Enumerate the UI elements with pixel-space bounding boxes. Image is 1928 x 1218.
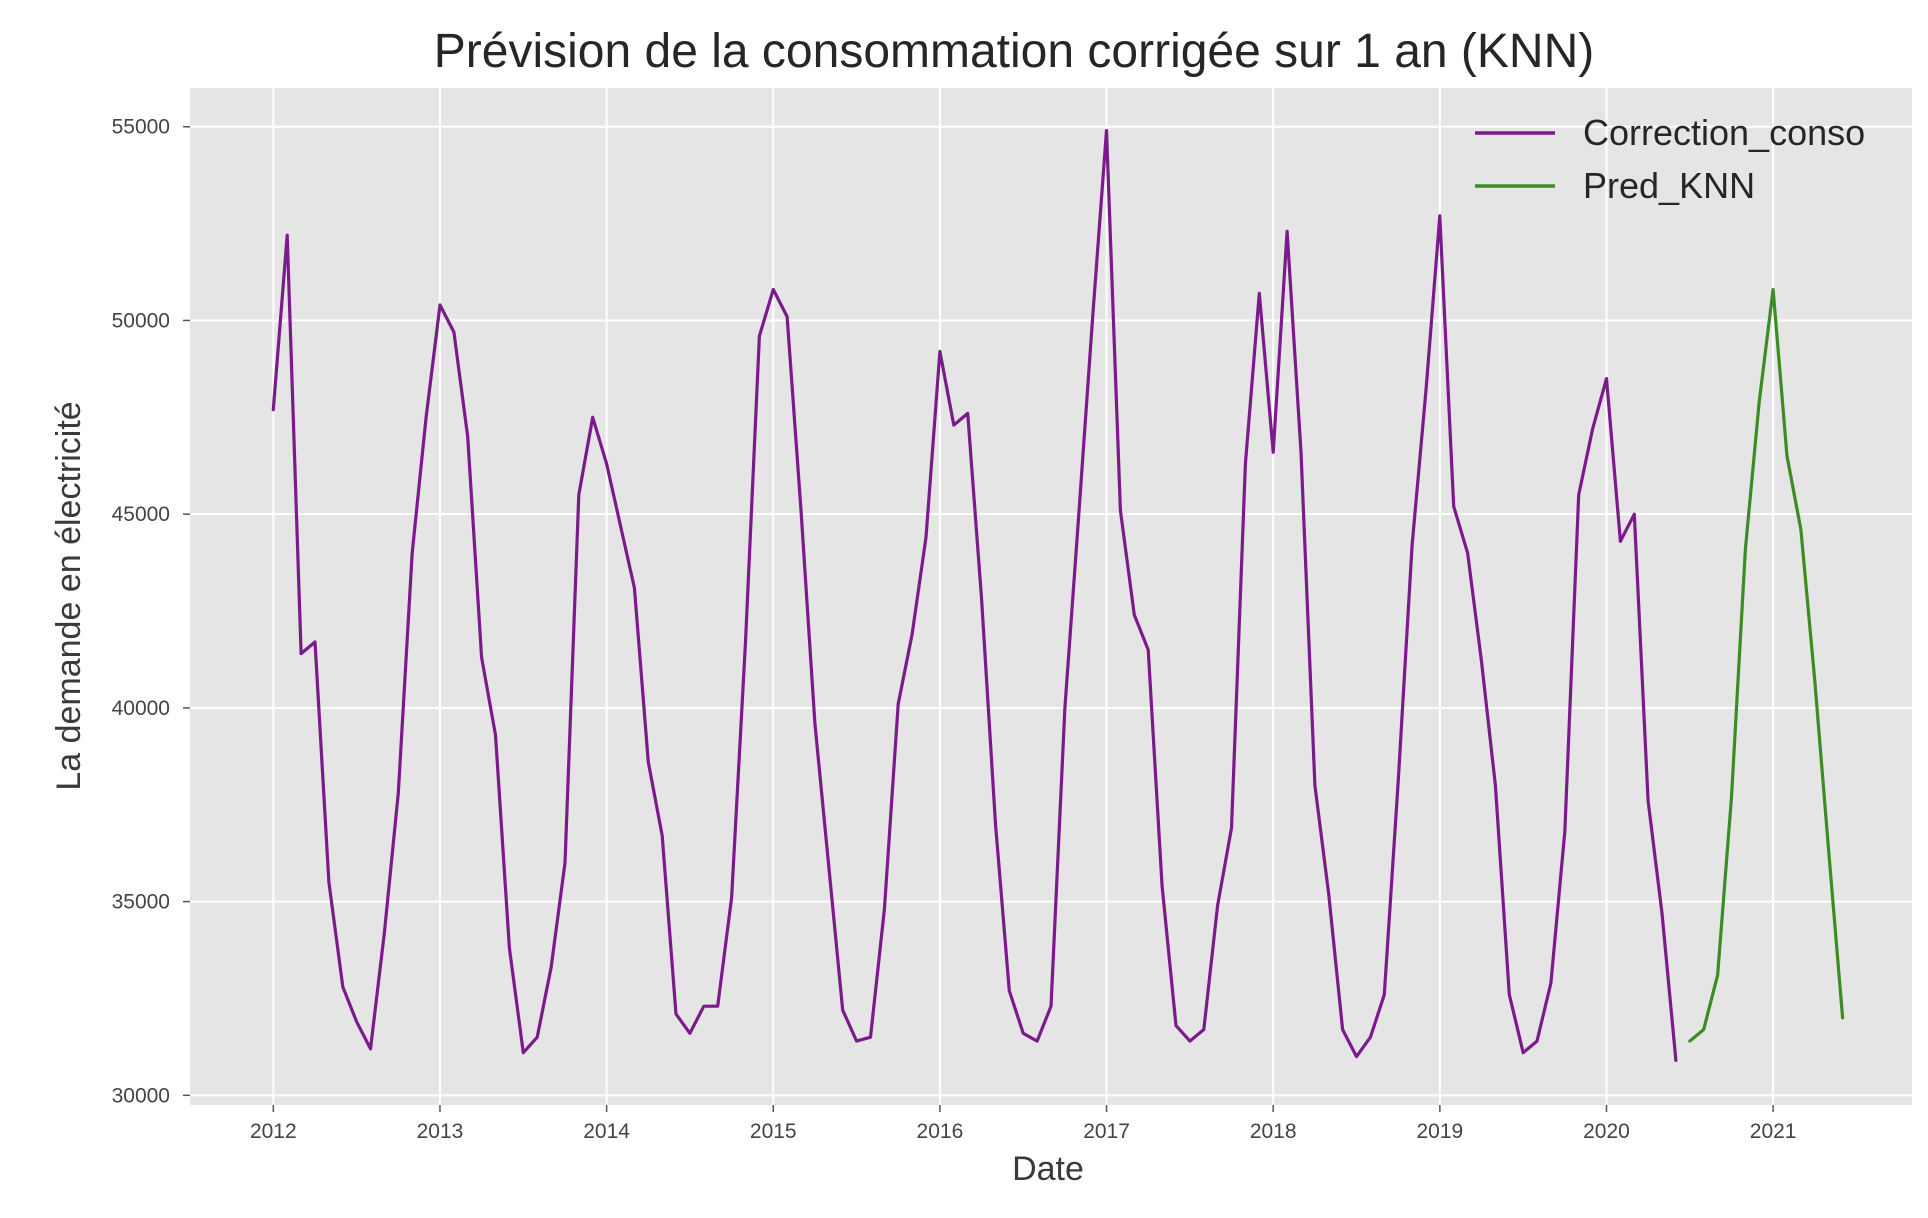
y-tick-label: 55000 [112, 116, 170, 139]
series-line-correction-conso [271, 129, 1678, 1063]
x-tick-label: 2017 [1083, 1120, 1130, 1143]
axis-ticks: 2012 2013 2014 2015 2016 2017 2018 2019 2020 2021… [112, 116, 1797, 1143]
y-tick-label: 50000 [112, 309, 170, 332]
x-tick-label: 2014 [583, 1120, 630, 1143]
legend-label-pred-knn: Pred_KNN [1583, 165, 1755, 206]
x-tick-label: 2018 [1250, 1120, 1297, 1143]
x-tick-label: 2015 [750, 1120, 797, 1143]
legend-label-correction-conso: Correction_conso [1583, 112, 1865, 153]
legend: Correction_conso Pred_KNN [1475, 112, 1865, 206]
y-axis-label: La demande en électricité [50, 401, 88, 790]
x-axis-label: Date [1012, 1150, 1084, 1188]
series-line-pred-knn [1688, 287, 1845, 1043]
grid [190, 88, 1912, 1105]
series-group [271, 129, 1845, 1063]
x-tick-label: 2020 [1583, 1120, 1630, 1143]
y-tick-label: 40000 [112, 697, 170, 720]
x-tick-label: 2013 [417, 1120, 464, 1143]
x-tick-label: 2016 [917, 1120, 964, 1143]
x-tick-label: 2019 [1416, 1120, 1463, 1143]
y-tick-label: 30000 [112, 1084, 170, 1107]
x-tick-label: 2021 [1750, 1120, 1797, 1143]
plot-area [190, 88, 1912, 1105]
y-tick-label: 45000 [112, 503, 170, 526]
y-tick-label: 35000 [112, 891, 170, 914]
x-tick-label: 2012 [250, 1120, 297, 1143]
chart-title: Prévision de la consommation corrigée su… [434, 25, 1594, 78]
